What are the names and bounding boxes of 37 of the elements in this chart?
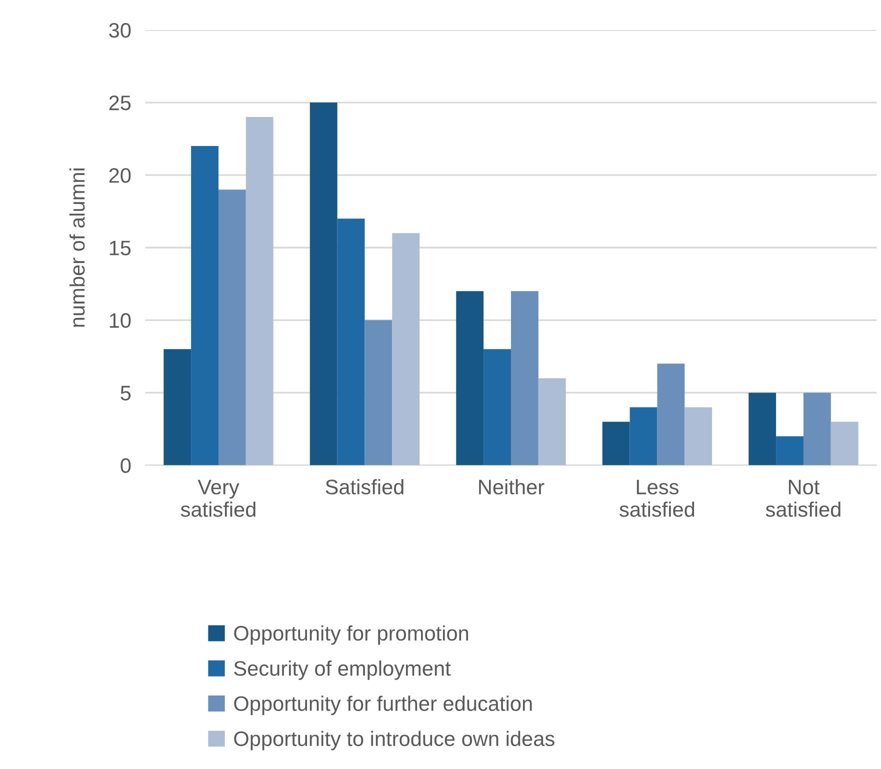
bar: [392, 233, 420, 466]
x-tick-label: Not satisfied: [766, 480, 840, 517]
x-tick-label: Satisfied: [326, 479, 404, 494]
bar: [337, 218, 365, 466]
bar: [830, 422, 858, 466]
bar: [538, 378, 566, 466]
bar: [803, 392, 831, 466]
bar: [484, 349, 511, 466]
bar: [218, 190, 246, 466]
y-tick-label: 25: [109, 96, 131, 110]
y-tick-label: 10: [110, 313, 131, 328]
legend-label: Opportunity for promotion: [234, 625, 468, 645]
bar: [164, 349, 192, 466]
bar: [510, 291, 538, 466]
y-axis-title: number of alumni: [69, 168, 85, 327]
bar: [684, 407, 712, 466]
x-tick-label: Less satisfied: [620, 480, 694, 517]
bar: [456, 291, 484, 466]
y-tick-label: 15: [110, 240, 131, 256]
bar: [776, 436, 804, 466]
bar: [191, 146, 218, 466]
bar: [310, 102, 338, 466]
bar: [748, 392, 776, 466]
bar: [630, 407, 658, 466]
legend-label: Opportunity for further education: [234, 696, 532, 716]
legend-label: Opportunity to introduce own ideas: [234, 730, 554, 750]
y-tick-label: 5: [120, 386, 131, 400]
y-tick-label: 30: [109, 22, 131, 38]
bar: [602, 422, 630, 466]
x-tick-label: Neither: [479, 479, 544, 494]
y-tick-label: 20: [109, 168, 131, 183]
y-tick-label: 0: [120, 458, 131, 473]
bar: [657, 364, 685, 466]
bar: [246, 117, 274, 466]
x-tick-label: Very satisfied: [180, 480, 256, 517]
legend-label: Security of employment: [234, 660, 451, 680]
bar: [364, 320, 392, 466]
